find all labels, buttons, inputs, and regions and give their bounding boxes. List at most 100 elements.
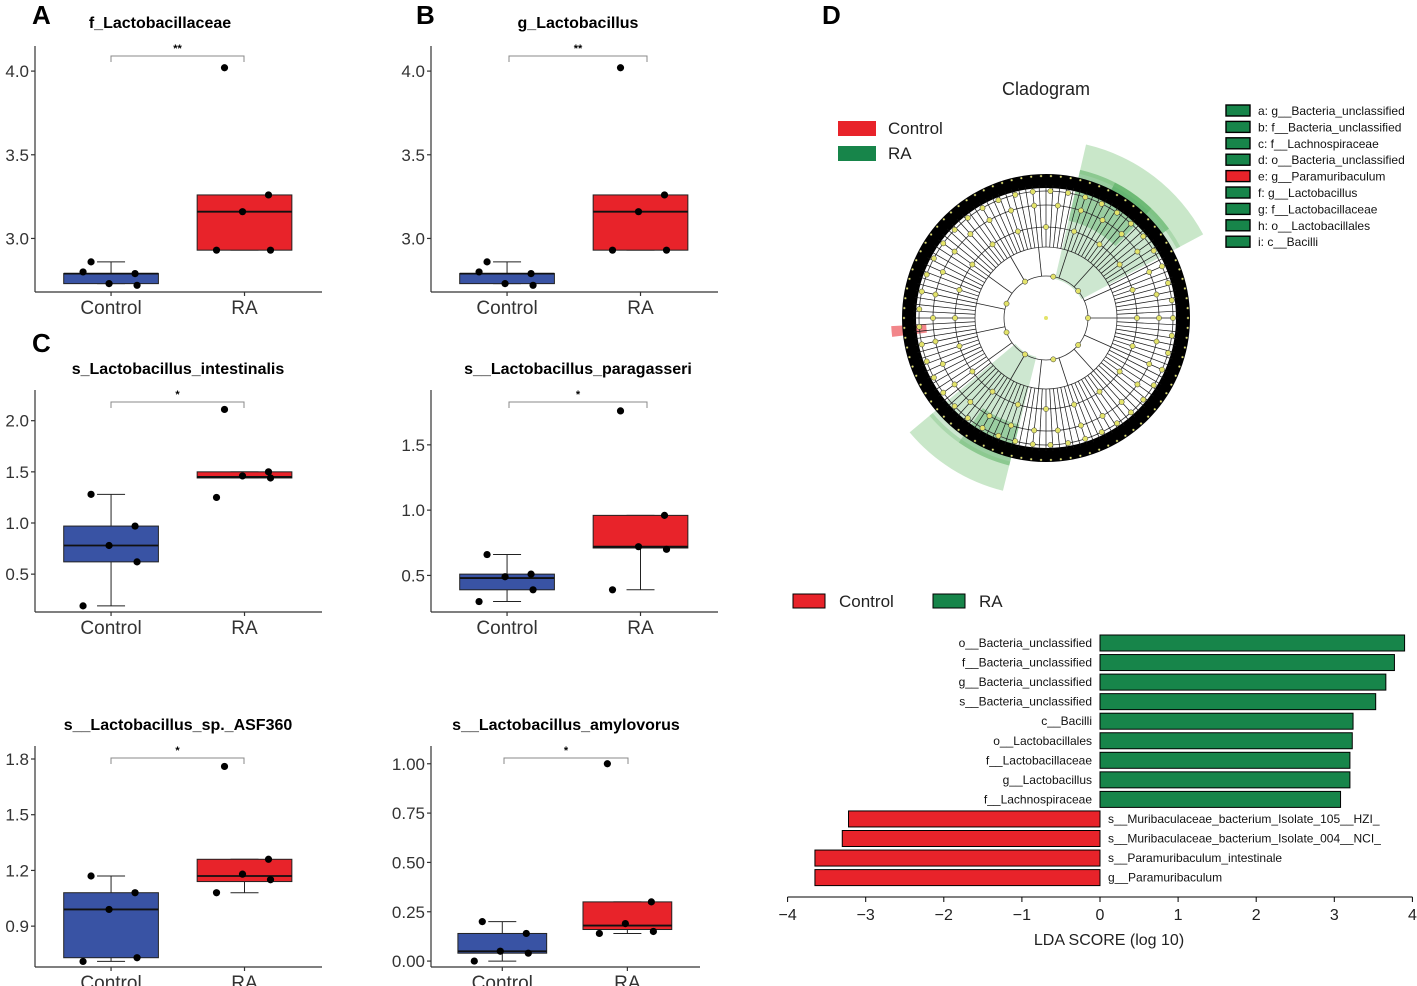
cladogram-branch: [998, 193, 1021, 252]
cladogram-branch: [1113, 339, 1173, 360]
cladogram-branch: [1074, 382, 1101, 440]
cladogram-node: [1008, 207, 1014, 214]
cladogram-node: [1183, 346, 1187, 349]
cladogram-node: [1165, 280, 1171, 286]
cladogram-node: [1019, 456, 1023, 460]
cladogram-branch: [1058, 357, 1069, 386]
cladogram-node: [989, 241, 996, 248]
cladogram-branch: [1105, 245, 1158, 280]
cladogram-node: [951, 226, 958, 233]
cladogram-node: [1146, 269, 1153, 275]
cladogram-node: [1146, 361, 1153, 367]
y-tick-label: 1.5: [401, 436, 425, 455]
data-point: [131, 522, 139, 530]
y-tick-label: 0.5: [401, 566, 425, 585]
data-point: [220, 762, 229, 771]
cladogram-branch: [913, 310, 976, 315]
cladogram-node: [1185, 296, 1189, 300]
significance-label: *: [564, 745, 569, 757]
data-point: [266, 474, 275, 482]
lda-x-tick-label: 0: [1096, 907, 1105, 924]
x-tick-label: RA: [231, 973, 258, 986]
cladogram-node: [1134, 248, 1141, 255]
taxa-swatch: [1225, 169, 1251, 183]
cladogram-node: [1050, 356, 1057, 363]
box-ra: [196, 194, 293, 251]
cladogram-outer-ring: [902, 174, 1190, 462]
cladogram-branch: [915, 290, 977, 304]
panel-letter-c: C: [32, 328, 51, 358]
lda-bar-label: g__Lactobacillus: [1003, 773, 1092, 787]
data-point: [524, 949, 532, 957]
cladogram-branch: [973, 377, 1008, 430]
cladogram-node: [1078, 422, 1084, 429]
cladogram-branch: [1024, 388, 1036, 450]
cladogram-node: [1047, 188, 1054, 194]
lda-bar-label: g__Paramuribaculum: [1108, 871, 1222, 885]
box-c4-chart: s__Lactobacillus_amylovorus 0.00 0.25 0.50 0…: [392, 717, 700, 986]
data-point: [79, 957, 87, 966]
cladogram-node: [1106, 444, 1110, 448]
cladogram-node: [1181, 355, 1184, 359]
taxa-label: b: f__Bacteria_unclassified: [1258, 120, 1401, 134]
data-point: [212, 889, 221, 897]
data-point: [87, 490, 95, 498]
data-point: [483, 550, 491, 559]
cladogram-branch: [1018, 387, 1032, 449]
x-tick-label: Control: [476, 618, 537, 639]
cladogram-node: [923, 271, 930, 278]
cladogram-branch: [927, 349, 983, 379]
cladogram-branch: [1004, 191, 1025, 251]
lda-bar: [841, 830, 1101, 847]
lda-bar: [1099, 673, 1387, 691]
cladogram-node: [967, 231, 974, 237]
cladogram-node: [989, 388, 996, 395]
cladogram-node: [903, 296, 907, 300]
data-point: [634, 543, 643, 551]
lda-bar-label: f__Bacteria_unclassified: [962, 656, 1092, 670]
cladogram-node: [1010, 178, 1014, 182]
cladogram-node: [1019, 176, 1023, 180]
x-tick-label: Control: [472, 973, 533, 986]
data-point: [647, 898, 655, 906]
x-tick-label: Control: [80, 618, 141, 639]
cladogram-node: [1029, 175, 1033, 179]
box-ra: [592, 194, 689, 251]
y-tick-label: 3.5: [401, 146, 425, 165]
lda-bar-label: o__Bacteria_unclassified: [959, 636, 1092, 650]
legend-label-ra: RA: [888, 144, 912, 163]
taxa-swatch: [1225, 153, 1251, 166]
data-point: [527, 570, 535, 578]
data-point: [608, 586, 617, 594]
cladogram-panel: Cladogram Control RA a: g__Bacteria_unclass…: [838, 79, 1405, 491]
cladogram-branch: [1116, 328, 1178, 340]
data-point: [501, 573, 509, 581]
cladogram-node: [916, 324, 923, 330]
significance-bracket: [110, 401, 245, 408]
chart-title: s__Lactobacillus_sp._ASF360: [64, 717, 293, 734]
cladogram-node: [1159, 233, 1163, 236]
lda-bar-label: s__Muribaculaceae_bacterium_Isolate_105_…: [1108, 812, 1380, 826]
cladogram-node: [939, 269, 946, 275]
data-point: [529, 281, 537, 289]
significance-bracket: [110, 757, 245, 764]
cladogram-node: [1174, 374, 1178, 378]
taxa-swatch: [1225, 219, 1251, 232]
lda-bar: [1099, 634, 1406, 652]
cladogram-branch: [1098, 365, 1146, 408]
cladogram-node: [1164, 391, 1168, 395]
cladogram-node: [935, 225, 939, 229]
cladogram-branch: [919, 276, 979, 297]
chart-title: s__Lactobacillus_amylovorus: [452, 717, 680, 734]
data-point: [264, 855, 273, 863]
cladogram-node: [956, 287, 963, 293]
cladogram-node: [1099, 217, 1106, 223]
data-point: [662, 545, 671, 553]
y-tick-label: 4.0: [401, 62, 425, 81]
box-a-chart: f_Lactobacillaceae 3.0 3.5 4.0 Control RA **: [5, 15, 322, 319]
cladogram-node: [956, 343, 963, 349]
cladogram-node: [1015, 228, 1021, 235]
cladogram-node: [903, 336, 907, 340]
data-point: [105, 280, 113, 288]
